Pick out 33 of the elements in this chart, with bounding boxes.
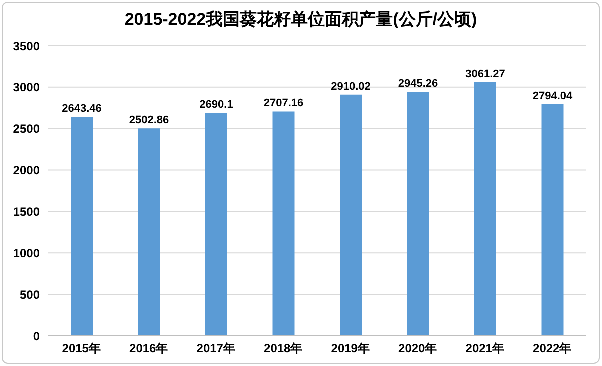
data-label: 2945.26 — [398, 78, 438, 90]
y-tick-label: 3000 — [13, 80, 40, 95]
data-label: 2502.86 — [129, 114, 170, 127]
bar — [272, 112, 295, 336]
x-tick-label: 2015年 — [62, 342, 101, 356]
x-tick-label: 2022年 — [533, 342, 572, 356]
y-tick-label: 1000 — [13, 246, 40, 260]
x-tick-label: 2016年 — [130, 342, 168, 356]
bar — [138, 128, 160, 336]
x-tick-label: 2020年 — [398, 342, 438, 356]
bar — [474, 82, 496, 336]
data-label: 2707.16 — [264, 98, 304, 110]
bar — [340, 94, 362, 336]
data-label: 2794.04 — [532, 90, 574, 102]
data-label: 2690.1 — [200, 99, 234, 112]
bar — [407, 92, 430, 336]
data-label: 3061.27 — [466, 68, 506, 80]
y-tick-label: 2500 — [13, 122, 40, 136]
bar — [71, 116, 93, 336]
y-tick-label: 500 — [20, 288, 40, 302]
y-tick-label: 2000 — [13, 164, 40, 178]
chart-title: 2015-2022我国葵花籽单位面积产量(公斤/公顷) — [124, 9, 478, 31]
y-tick-label: 1500 — [13, 204, 40, 219]
x-tick-label: 2017年 — [196, 342, 236, 356]
data-label: 2643.46 — [62, 102, 102, 115]
bar — [206, 113, 228, 336]
x-tick-label: 2019年 — [331, 342, 370, 356]
x-tick-label: 2018年 — [264, 342, 303, 356]
bar — [542, 104, 564, 336]
data-label: 2910.02 — [331, 80, 371, 93]
y-tick-label: 3500 — [13, 39, 40, 54]
y-tick-label: 0 — [33, 329, 40, 344]
x-tick-label: 2021年 — [466, 342, 504, 356]
